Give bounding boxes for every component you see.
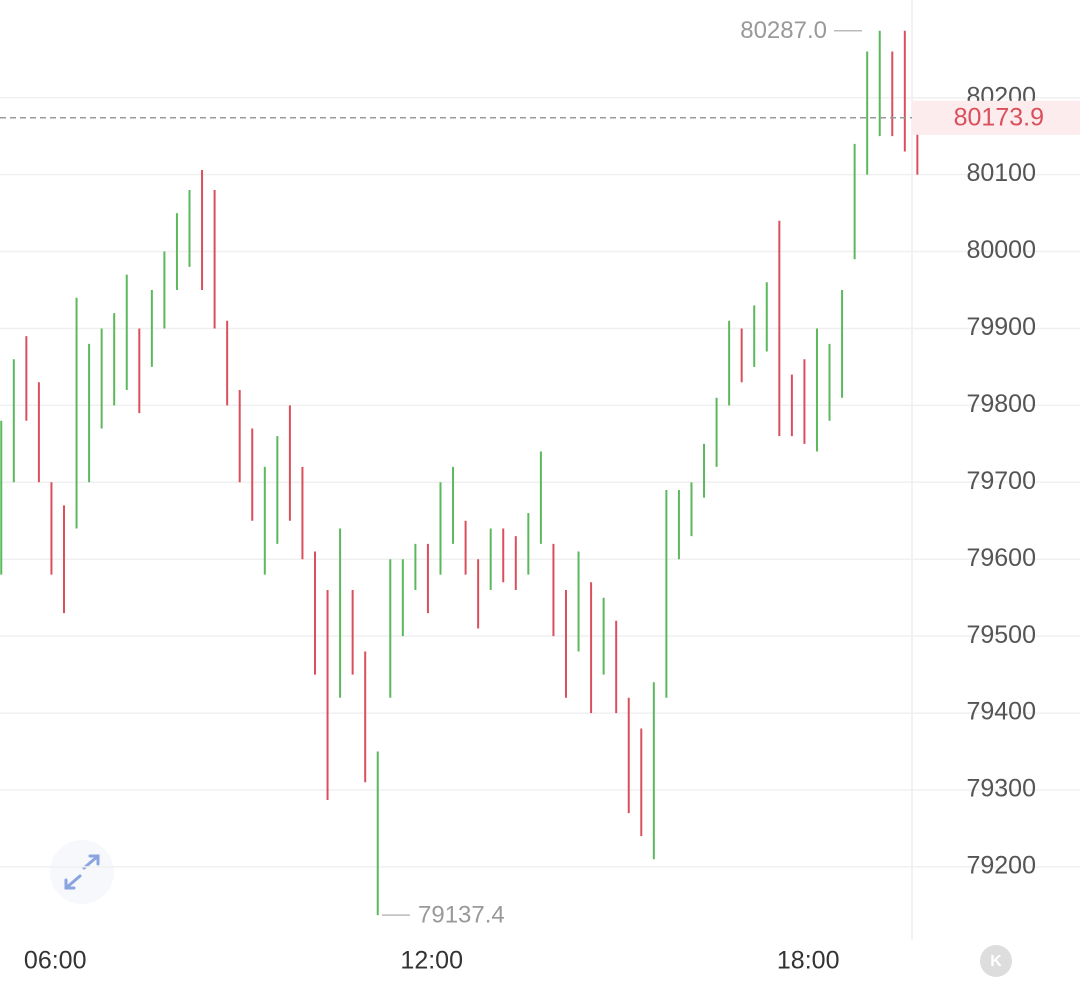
current-price-label: 80173.9 (954, 103, 1044, 131)
x-tick-label: 18:00 (777, 947, 840, 975)
y-tick-label: 80100 (966, 159, 1036, 187)
y-tick-label: 79700 (966, 467, 1036, 495)
y-tick-label: 80000 (966, 236, 1036, 264)
min-label: 79137.4 (418, 901, 505, 928)
expand-button[interactable] (50, 840, 114, 904)
expand-bg (50, 840, 114, 904)
y-tick-label: 79800 (966, 390, 1036, 418)
max-label: 80287.0 (740, 17, 827, 44)
y-tick-label: 79200 (966, 852, 1036, 880)
current-price-box (912, 100, 1080, 135)
y-tick-label: 79600 (966, 544, 1036, 572)
y-tick-label: 79900 (966, 313, 1036, 341)
y-tick-label: 79300 (966, 775, 1036, 803)
x-tick-label: 12:00 (400, 947, 463, 975)
expand-icon (64, 854, 100, 890)
y-tick-label: 79400 (966, 698, 1036, 726)
k-button[interactable] (980, 945, 1012, 977)
x-tick-label: 06:00 (24, 947, 87, 975)
y-tick-label: 79500 (966, 621, 1036, 649)
k-button-label: K (990, 953, 1002, 970)
